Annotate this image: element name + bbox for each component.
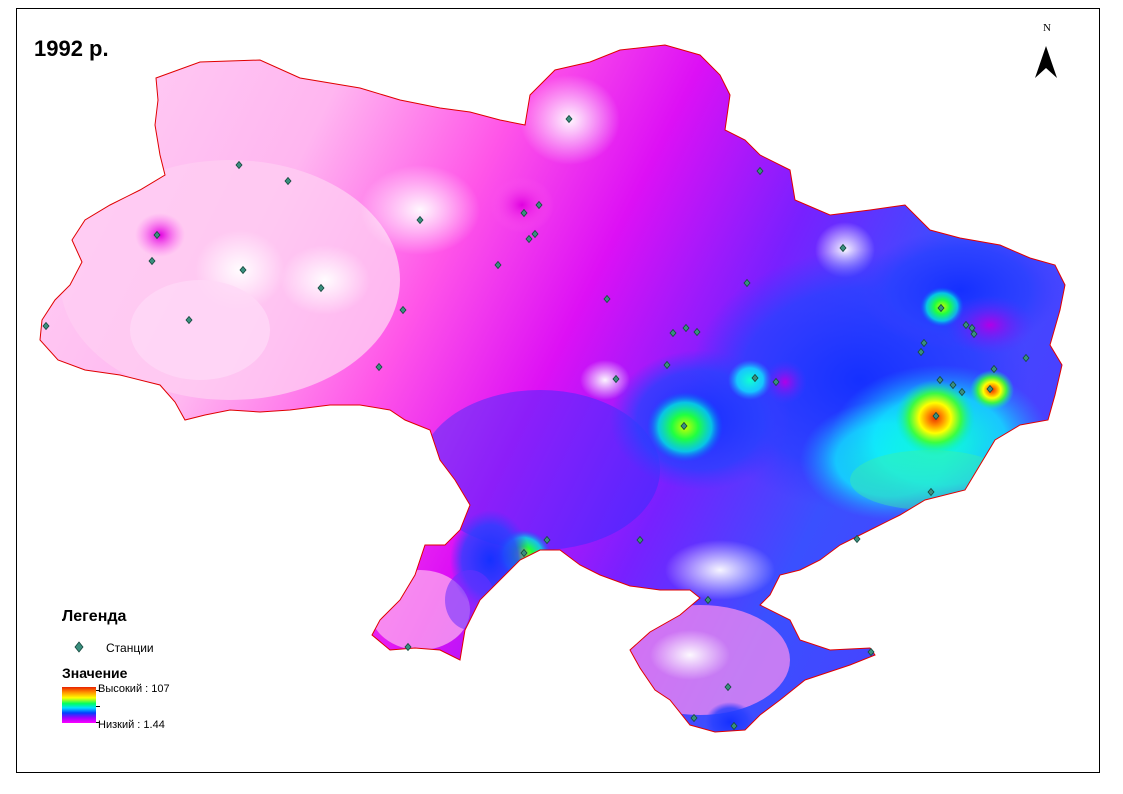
north-letter: N <box>1043 22 1051 34</box>
station-marker <box>235 160 243 170</box>
station-marker <box>853 534 861 544</box>
station-marker <box>920 338 928 348</box>
station-marker <box>682 323 690 333</box>
legend-value-title: Значение <box>62 665 128 681</box>
legend-color-ramp <box>62 687 96 723</box>
station-marker <box>520 548 528 558</box>
station-marker <box>185 315 193 325</box>
station-marker <box>416 215 424 225</box>
station-marker <box>525 234 533 244</box>
station-marker <box>724 682 732 692</box>
legend-stations-label: Станции <box>106 641 154 655</box>
station-marker <box>148 256 156 266</box>
station-marker <box>239 265 247 275</box>
station-marker <box>751 373 759 383</box>
station-marker <box>1022 353 1030 363</box>
station-marker <box>986 384 994 394</box>
station-marker <box>494 260 502 270</box>
station-marker <box>839 243 847 253</box>
station-marker <box>669 328 677 338</box>
station-marker <box>867 647 875 657</box>
station-marker <box>730 721 738 731</box>
legend-tick-low <box>96 722 100 723</box>
legend-tick-mid <box>96 706 100 707</box>
station-marker <box>968 323 976 333</box>
station-marker <box>962 320 970 330</box>
station-marker <box>375 362 383 372</box>
station-marker <box>404 642 412 652</box>
station-marker <box>932 411 940 421</box>
station-marker <box>535 200 543 210</box>
station-marker <box>772 377 780 387</box>
station-marker <box>958 387 966 397</box>
station-marker <box>704 595 712 605</box>
station-marker <box>399 305 407 315</box>
north-arrow-icon <box>1035 46 1057 78</box>
map-frame <box>16 8 1100 773</box>
station-marker <box>42 321 50 331</box>
legend-station-marker-icon <box>74 641 84 653</box>
station-marker <box>543 535 551 545</box>
station-marker <box>970 329 978 339</box>
station-marker <box>603 294 611 304</box>
station-marker <box>284 176 292 186</box>
station-marker <box>520 208 528 218</box>
station-marker <box>990 364 998 374</box>
station-marker <box>317 283 325 293</box>
legend-title: Легенда <box>62 608 127 625</box>
station-marker <box>612 374 620 384</box>
station-marker <box>917 347 925 357</box>
map-year-label: 1992 р. <box>34 36 109 61</box>
station-marker <box>153 230 161 240</box>
station-marker <box>565 114 573 124</box>
north-arrow: N <box>1030 22 1064 80</box>
station-marker <box>636 535 644 545</box>
station-marker <box>949 380 957 390</box>
legend-tick-high <box>96 690 100 691</box>
station-marker <box>936 375 944 385</box>
station-marker <box>680 421 688 431</box>
legend-high-label: Высокий : 107 <box>98 683 170 695</box>
station-marker <box>693 327 701 337</box>
legend-low-label: Низкий : 1.44 <box>98 719 165 731</box>
station-marker <box>937 303 945 313</box>
station-marker <box>690 713 698 723</box>
station-marker <box>927 487 935 497</box>
station-marker <box>743 278 751 288</box>
station-marker <box>756 166 764 176</box>
station-marker <box>663 360 671 370</box>
station-marker <box>531 229 539 239</box>
stations-layer <box>42 114 1030 731</box>
